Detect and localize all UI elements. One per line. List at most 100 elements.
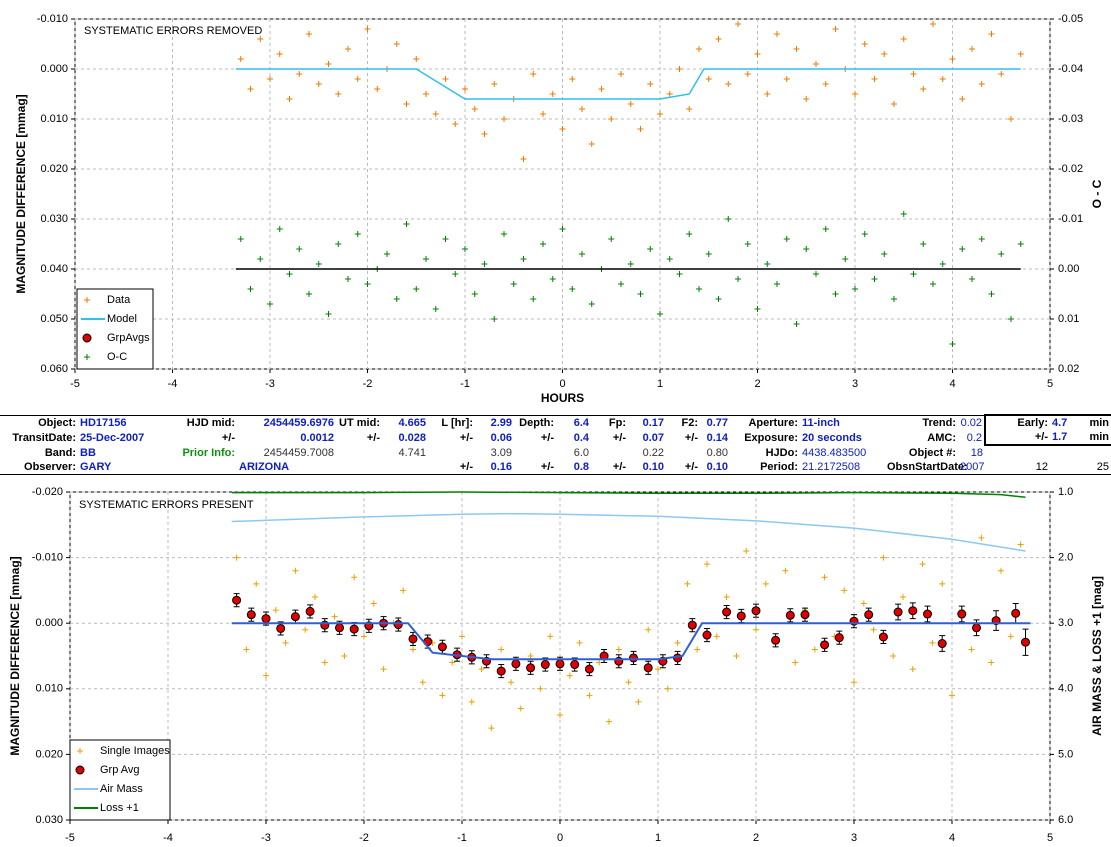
point (569, 76, 576, 82)
point (393, 296, 400, 302)
point (618, 281, 624, 287)
cell: 0.02 (960, 416, 982, 429)
point (625, 679, 632, 686)
point (335, 241, 342, 247)
point (335, 91, 342, 97)
point (908, 606, 918, 616)
point (988, 31, 995, 37)
point (449, 659, 456, 666)
cell: 0.17 (642, 416, 664, 429)
point (459, 633, 465, 640)
line (231, 491, 1026, 498)
point (841, 587, 848, 594)
cell: Observer: (24, 461, 76, 473)
point (834, 633, 844, 643)
point (998, 567, 1004, 574)
point (666, 256, 673, 262)
point (520, 156, 527, 162)
point (549, 276, 556, 282)
cell: 0.80 (706, 446, 728, 459)
point (998, 71, 1005, 77)
x-tick-label: 4 (949, 832, 955, 844)
point (540, 660, 550, 670)
point (803, 246, 810, 252)
point (822, 81, 829, 87)
cell: 20 seconds (802, 431, 862, 444)
x-tick-label: 4 (949, 378, 955, 390)
point (715, 296, 722, 302)
point (949, 56, 956, 62)
point (606, 718, 612, 725)
x-tick-label: -5 (65, 832, 75, 844)
point (793, 321, 800, 327)
point (243, 646, 250, 653)
point (713, 633, 720, 640)
point (637, 126, 644, 132)
point (900, 211, 907, 217)
point (232, 595, 242, 605)
point (380, 666, 387, 673)
cell: +/- (540, 461, 554, 473)
point (442, 236, 449, 242)
cell: 2.99 (490, 416, 512, 429)
cell: 4.741 (398, 446, 426, 459)
y2-tick-label: 5.0 (1058, 748, 1073, 760)
cell (336, 460, 382, 475)
table-row: Observer: GARY ARIZONA +/- 0.16 +/- 0.8 +/- 0.10… (0, 460, 1111, 475)
point (321, 659, 328, 666)
point (751, 606, 761, 616)
cell: AMC: (927, 431, 956, 444)
point (272, 607, 279, 614)
point (452, 271, 459, 277)
point (501, 231, 507, 237)
point (923, 609, 932, 619)
point (374, 86, 381, 92)
point (998, 251, 1005, 257)
y2-tick-label: -0.04 (1058, 63, 1083, 75)
cell: 0.16 (490, 461, 512, 473)
point (419, 679, 426, 686)
point (930, 281, 936, 287)
legend-swatch (75, 765, 85, 775)
point (871, 76, 878, 82)
point (743, 548, 750, 555)
point (345, 276, 351, 282)
cell: 0.2 (966, 431, 982, 444)
cell: 21.2172508 (802, 461, 861, 473)
point (939, 261, 946, 267)
point (267, 76, 273, 82)
point (968, 646, 975, 653)
point (437, 642, 447, 652)
point (785, 610, 795, 620)
y2-tick-label: 0.00 (1058, 263, 1079, 275)
cell: Period: (760, 461, 798, 473)
cell (591, 445, 628, 460)
point (676, 66, 683, 72)
point (462, 246, 468, 252)
y-tick-label: 0.050 (40, 313, 68, 325)
point (481, 131, 488, 137)
y-tick-label: 0.020 (35, 748, 63, 760)
point (919, 561, 926, 568)
cell: HJDo: (765, 446, 798, 459)
point (423, 256, 429, 262)
x-tick-label: -5 (70, 378, 80, 390)
y-tick-label: 0.040 (40, 263, 68, 275)
point (832, 26, 839, 32)
table-row: Band: BB Prior Info: 2454459.7008 4.741 3.09 6… (0, 445, 1111, 460)
point (764, 91, 771, 97)
point (821, 574, 828, 581)
x-axis-label: HOURS (541, 391, 584, 405)
point (488, 725, 495, 732)
point (569, 286, 576, 292)
point (969, 276, 975, 282)
point (579, 106, 585, 112)
point (579, 251, 585, 257)
cell: 4438.483500 (802, 446, 867, 459)
point (735, 276, 741, 282)
point (233, 554, 240, 561)
point (972, 623, 981, 633)
point (900, 593, 906, 600)
